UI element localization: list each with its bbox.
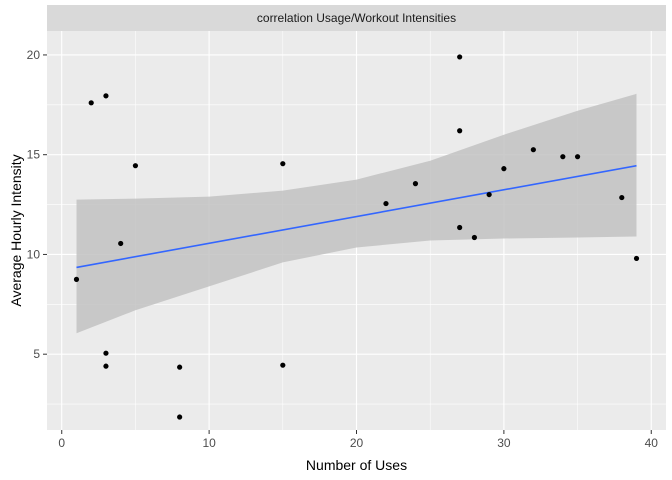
- data-point: [619, 194, 625, 201]
- data-point: [103, 363, 109, 369]
- data-point: [103, 350, 109, 356]
- y-tick-label: 20: [27, 48, 41, 62]
- data-point: [132, 163, 139, 169]
- y-tick-label: 10: [27, 247, 41, 261]
- y-tick-label: 5: [33, 347, 40, 361]
- data-point: [383, 200, 389, 207]
- data-point: [457, 224, 463, 231]
- data-point: [280, 362, 286, 368]
- trend-line-layer: [76, 164, 637, 269]
- confidence-band: [76, 93, 637, 334]
- data-point: [471, 234, 478, 241]
- data-point: [118, 240, 124, 247]
- y-axis-title: Average Hourly Intensity: [8, 154, 24, 306]
- x-axis: 0 10 20 30 40: [58, 430, 658, 450]
- data-point: [530, 147, 536, 153]
- strip-background: [47, 5, 666, 31]
- x-axis-title: Number of Uses: [306, 457, 407, 473]
- points-layer: [73, 54, 640, 420]
- data-point: [633, 255, 640, 262]
- x-tick-label: 10: [202, 436, 216, 450]
- data-point: [457, 54, 463, 60]
- x-tick-label: 0: [58, 436, 65, 450]
- data-point: [88, 100, 94, 106]
- data-point: [177, 414, 183, 420]
- data-point: [73, 276, 80, 282]
- data-point: [457, 128, 463, 134]
- y-axis: 5 10 15 20: [27, 48, 47, 361]
- data-point: [486, 191, 492, 198]
- confidence-band-layer: [76, 93, 637, 334]
- x-tick-label: 20: [350, 436, 364, 450]
- data-point: [560, 154, 566, 160]
- data-point: [103, 93, 109, 99]
- y-tick-label: 15: [27, 148, 41, 162]
- x-tick-label: 30: [497, 436, 511, 450]
- data-point: [501, 166, 507, 172]
- data-point: [177, 364, 183, 370]
- data-point: [280, 161, 286, 167]
- strip-title: correlation Usage/Workout Intensities: [257, 11, 456, 25]
- data-point: [412, 181, 419, 187]
- x-tick-label: 40: [645, 436, 659, 450]
- trend-line: [76, 164, 637, 269]
- data-point: [574, 154, 581, 160]
